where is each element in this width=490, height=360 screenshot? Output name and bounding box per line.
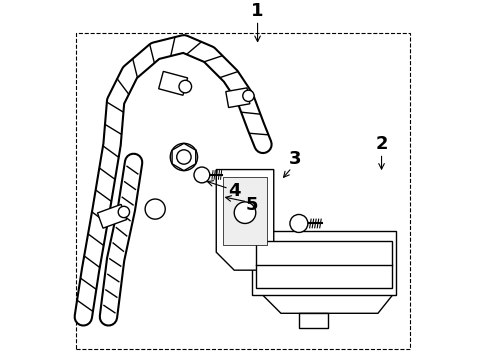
Polygon shape — [159, 71, 188, 95]
Polygon shape — [216, 170, 274, 270]
Text: 1: 1 — [251, 3, 264, 21]
Polygon shape — [223, 177, 267, 245]
Circle shape — [243, 90, 254, 102]
Text: 2: 2 — [375, 135, 388, 153]
Polygon shape — [98, 204, 126, 228]
FancyBboxPatch shape — [256, 242, 392, 288]
Circle shape — [145, 199, 165, 219]
Circle shape — [177, 150, 191, 164]
Polygon shape — [226, 88, 250, 108]
Text: 5: 5 — [246, 197, 258, 215]
Text: 3: 3 — [289, 150, 301, 168]
Circle shape — [194, 167, 210, 183]
FancyBboxPatch shape — [252, 231, 396, 295]
Circle shape — [234, 202, 256, 224]
Text: 4: 4 — [228, 182, 241, 200]
Circle shape — [290, 215, 308, 233]
FancyBboxPatch shape — [299, 313, 328, 328]
Circle shape — [118, 206, 129, 218]
Circle shape — [170, 143, 197, 171]
Circle shape — [179, 80, 192, 93]
